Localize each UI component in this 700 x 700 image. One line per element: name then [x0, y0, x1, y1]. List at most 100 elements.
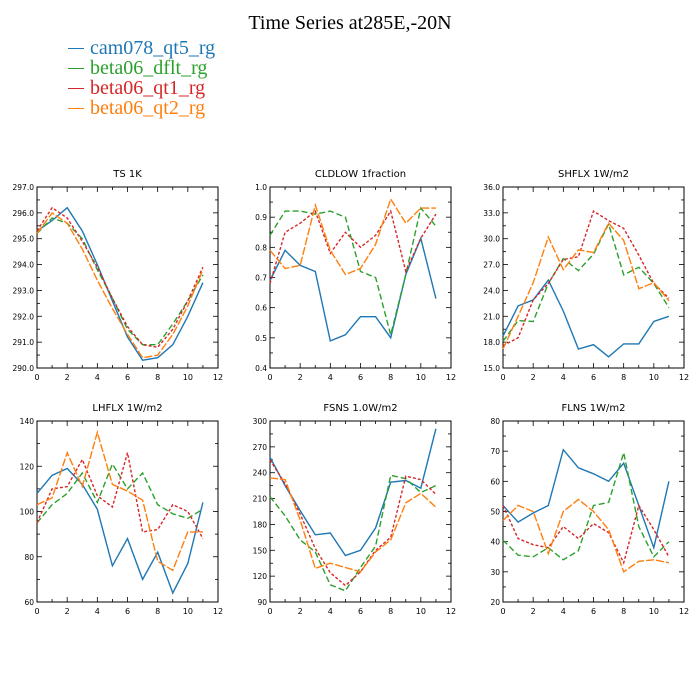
x-tick-label: 12	[679, 373, 689, 382]
x-tick-label: 8	[388, 373, 393, 382]
x-tick-label: 6	[358, 373, 363, 382]
series-line-beta06-qt1-rg	[36, 452, 204, 539]
x-tick-label: 12	[446, 373, 456, 382]
y-tick-label: 292.0	[13, 312, 35, 321]
y-tick-label: 1.0	[255, 183, 267, 192]
series-line-beta06-qt1-rg	[502, 503, 670, 565]
y-tick-label: 18.0	[483, 338, 500, 347]
y-tick-label: 270	[253, 443, 268, 452]
x-tick-label: 4	[95, 373, 100, 382]
legend-item-cam078: cam078_qt5_rg	[68, 38, 215, 58]
x-tick-label: 8	[621, 607, 626, 616]
chart-panel-0: TS 1K 0 2 4 6 8 10 12 290.0 291.0 292.0 293.0 294.0 2…	[13, 169, 224, 382]
chart-panel-4: FSNS 1.0W/m2 0 2 4 6 8 10 12 90 120 150 180 210 240 27…	[253, 403, 456, 616]
y-tick-label: 40	[490, 538, 500, 547]
x-tick-label: 0	[500, 607, 505, 616]
chart-title: CLDLOW 1fraction	[315, 169, 406, 180]
y-tick-label: 297.0	[13, 183, 35, 192]
series-line-beta06-qt1-rg	[36, 206, 204, 349]
y-tick-label: 27.0	[483, 261, 500, 270]
x-tick-label: 0	[267, 373, 272, 382]
series-line-beta06-dflt-rg	[36, 217, 204, 346]
x-tick-label: 8	[621, 373, 626, 382]
x-tick-label: 6	[591, 607, 596, 616]
y-tick-label: 300	[253, 417, 268, 426]
x-tick-label: 10	[183, 373, 193, 382]
chart-panel-1: CLDLOW 1fraction 0 2 4 6 8 10 12 0.4 0.5 0.6 0.7 0.8…	[255, 169, 456, 382]
series-line-cam078-qt5-rg	[502, 278, 670, 358]
x-tick-label: 2	[65, 373, 70, 382]
x-tick-label: 4	[561, 607, 566, 616]
y-tick-label: 120	[20, 462, 35, 471]
plot-frame	[36, 420, 219, 603]
series-line-cam078-qt5-rg	[269, 428, 437, 557]
x-tick-label: 12	[213, 373, 223, 382]
series-line-beta06-qt2-rg	[502, 498, 670, 573]
legend-swatch	[68, 87, 84, 89]
y-tick-label: 33.0	[483, 209, 500, 218]
series-line-beta06-dflt-rg	[269, 474, 437, 592]
x-tick-label: 8	[388, 607, 393, 616]
y-tick-label: 50	[490, 508, 500, 517]
series-line-beta06-qt2-rg	[269, 197, 436, 276]
x-tick-label: 2	[65, 607, 70, 616]
legend-swatch	[68, 67, 84, 69]
x-tick-label: 12	[446, 607, 456, 616]
series-line-beta06-dflt-rg	[36, 462, 204, 524]
x-tick-label: 2	[298, 373, 303, 382]
legend-swatch	[68, 107, 84, 109]
legend: cam078_qt5_rg beta06_dflt_rg beta06_qt1_…	[68, 38, 215, 118]
x-tick-label: 10	[649, 607, 659, 616]
page-title: Time Series at285E,-20N	[248, 12, 452, 34]
plot-frame	[36, 186, 219, 369]
x-tick-label: 4	[328, 607, 333, 616]
y-tick-label: 70	[490, 447, 500, 456]
y-tick-label: 0.5	[255, 334, 267, 343]
y-tick-label: 24.0	[483, 286, 500, 295]
y-tick-label: 120	[253, 572, 268, 581]
x-tick-label: 4	[328, 373, 333, 382]
y-tick-label: 21.0	[483, 312, 500, 321]
series-line-beta06-dflt-rg	[502, 222, 670, 342]
x-tick-label: 2	[531, 373, 536, 382]
x-tick-label: 2	[531, 607, 536, 616]
chart-title: TS 1K	[112, 169, 142, 180]
plot-frame	[269, 186, 452, 369]
y-tick-label: 0.6	[255, 304, 267, 313]
x-tick-label: 4	[561, 373, 566, 382]
x-tick-label: 6	[591, 373, 596, 382]
legend-item-beta06-qt1: beta06_qt1_rg	[68, 78, 215, 98]
legend-swatch	[68, 47, 84, 49]
y-tick-label: 60	[490, 477, 500, 486]
y-tick-label: 0.8	[255, 243, 267, 252]
x-tick-label: 6	[125, 607, 130, 616]
x-tick-label: 0	[34, 373, 39, 382]
series-line-cam078-qt5-rg	[502, 448, 670, 551]
chart-panel-3: LHFLX 1W/m2 0 2 4 6 8 10 12 60 80 100 120 140	[20, 403, 223, 616]
y-tick-label: 80	[490, 417, 500, 426]
x-tick-label: 8	[155, 373, 160, 382]
y-tick-label: 294.0	[13, 261, 35, 270]
y-tick-label: 290.0	[13, 364, 35, 373]
x-tick-label: 0	[500, 373, 505, 382]
x-tick-label: 12	[213, 607, 223, 616]
series-line-beta06-qt2-rg	[36, 429, 203, 572]
series-line-beta06-qt2-rg	[502, 221, 670, 350]
legend-label: beta06_dflt_rg	[90, 57, 208, 79]
series-line-beta06-qt1-rg	[269, 209, 437, 284]
y-tick-label: 291.0	[13, 338, 35, 347]
y-tick-label: 15.0	[483, 364, 500, 373]
y-tick-label: 150	[253, 546, 268, 555]
series-line-beta06-qt1-rg	[502, 210, 670, 347]
y-tick-label: 60	[24, 598, 34, 607]
y-tick-label: 90	[257, 598, 267, 607]
series-line-cam078-qt5-rg	[269, 236, 437, 342]
y-tick-label: 30.0	[483, 235, 500, 244]
series-line-beta06-qt2-rg	[36, 211, 204, 359]
x-tick-label: 10	[649, 373, 659, 382]
y-tick-label: 210	[253, 495, 268, 504]
y-tick-label: 0.9	[255, 213, 267, 222]
y-tick-label: 36.0	[483, 183, 500, 192]
legend-item-beta06-dflt: beta06_dflt_rg	[68, 58, 215, 78]
